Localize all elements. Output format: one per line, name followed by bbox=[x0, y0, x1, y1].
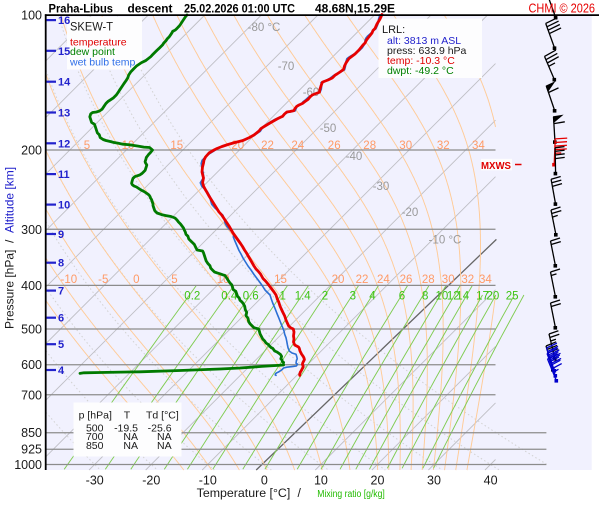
svg-text:MXWS: MXWS bbox=[481, 160, 511, 172]
svg-text:24: 24 bbox=[291, 140, 304, 152]
svg-text:25: 25 bbox=[506, 291, 519, 303]
svg-text:1.4: 1.4 bbox=[295, 291, 312, 303]
svg-text:-20: -20 bbox=[402, 207, 419, 219]
svg-text:Td [°C]: Td [°C] bbox=[146, 410, 179, 422]
svg-text:Praha-Libus: Praha-Libus bbox=[49, 2, 114, 16]
svg-text:11: 11 bbox=[58, 169, 70, 181]
svg-text:20: 20 bbox=[371, 474, 385, 488]
svg-text:-10 °C: -10 °C bbox=[429, 235, 462, 247]
svg-text:200: 200 bbox=[21, 144, 42, 158]
svg-text:26: 26 bbox=[328, 140, 341, 152]
svg-text:20: 20 bbox=[487, 291, 500, 303]
svg-text:CHMI © 2026: CHMI © 2026 bbox=[529, 2, 596, 16]
svg-text:6: 6 bbox=[58, 313, 64, 325]
svg-text:300: 300 bbox=[21, 223, 42, 237]
svg-text:5: 5 bbox=[171, 274, 177, 286]
svg-text:10: 10 bbox=[58, 200, 70, 212]
svg-text:0.6: 0.6 bbox=[243, 291, 259, 303]
svg-text:T: T bbox=[124, 410, 131, 422]
svg-text:40: 40 bbox=[484, 474, 498, 488]
svg-text:5: 5 bbox=[84, 140, 90, 152]
svg-text:-40: -40 bbox=[346, 151, 363, 163]
svg-text:48.68N,15.29E: 48.68N,15.29E bbox=[315, 2, 395, 16]
svg-text:0: 0 bbox=[133, 274, 139, 286]
svg-text:3: 3 bbox=[350, 291, 356, 303]
svg-text:34: 34 bbox=[472, 140, 485, 152]
svg-text:-30: -30 bbox=[86, 474, 104, 488]
svg-text:30: 30 bbox=[442, 274, 455, 286]
svg-text:15: 15 bbox=[58, 46, 70, 58]
svg-text:1000: 1000 bbox=[14, 458, 42, 472]
svg-text:NA: NA bbox=[157, 440, 172, 452]
svg-text:600: 600 bbox=[21, 358, 42, 372]
svg-text:-10: -10 bbox=[60, 274, 77, 286]
svg-text:16: 16 bbox=[58, 15, 70, 27]
svg-text:26: 26 bbox=[400, 274, 413, 286]
svg-text:25.02.2026 01:00 UTC: 25.02.2026 01:00 UTC bbox=[184, 2, 295, 16]
svg-text:400: 400 bbox=[21, 279, 42, 293]
svg-text:22: 22 bbox=[261, 140, 274, 152]
svg-text:850: 850 bbox=[86, 440, 104, 452]
svg-text:13: 13 bbox=[58, 108, 70, 120]
svg-text:NA: NA bbox=[123, 440, 138, 452]
svg-text:700: 700 bbox=[21, 388, 42, 402]
svg-text:850: 850 bbox=[21, 426, 42, 440]
svg-text:dwpt: -49.2 °C: dwpt: -49.2 °C bbox=[387, 65, 454, 77]
svg-text:SKEW-T: SKEW-T bbox=[70, 22, 113, 34]
svg-text:10: 10 bbox=[314, 474, 328, 488]
svg-text:Pressure [hPa] / Altitude [k: Pressure [hPa] / Altitude [km] bbox=[3, 167, 17, 329]
svg-text:wet bulb temp.: wet bulb temp. bbox=[69, 57, 138, 69]
svg-text:9: 9 bbox=[58, 229, 64, 241]
svg-text:30: 30 bbox=[399, 140, 412, 152]
svg-text:-30: -30 bbox=[373, 181, 390, 193]
svg-text:-50: -50 bbox=[320, 123, 337, 135]
svg-text:20: 20 bbox=[332, 274, 345, 286]
svg-text:4: 4 bbox=[58, 365, 65, 377]
svg-text:34: 34 bbox=[479, 274, 492, 286]
svg-text:32: 32 bbox=[461, 274, 474, 286]
svg-text:4: 4 bbox=[369, 291, 376, 303]
svg-text:2: 2 bbox=[322, 291, 328, 303]
svg-text:32: 32 bbox=[437, 140, 450, 152]
svg-text:22: 22 bbox=[356, 274, 369, 286]
svg-text:30: 30 bbox=[427, 474, 441, 488]
svg-text:14: 14 bbox=[58, 77, 71, 89]
svg-text:Mixing ratio [g/kg]: Mixing ratio [g/kg] bbox=[317, 489, 385, 500]
svg-text:1: 1 bbox=[279, 291, 285, 303]
svg-text:24: 24 bbox=[377, 274, 390, 286]
svg-text:12: 12 bbox=[58, 138, 70, 150]
svg-text:7: 7 bbox=[58, 286, 64, 298]
svg-text:28: 28 bbox=[363, 140, 376, 152]
svg-text:-5: -5 bbox=[98, 274, 108, 286]
svg-text:Temperature [°C]: Temperature [°C] bbox=[197, 486, 291, 500]
svg-text:14: 14 bbox=[456, 291, 469, 303]
svg-text:0.2: 0.2 bbox=[184, 291, 200, 303]
svg-text:8: 8 bbox=[58, 258, 64, 270]
svg-text:15: 15 bbox=[170, 140, 183, 152]
svg-text:500: 500 bbox=[21, 323, 42, 337]
svg-text:100: 100 bbox=[21, 9, 42, 23]
svg-text:p [hPa]: p [hPa] bbox=[79, 410, 112, 422]
svg-text:-20: -20 bbox=[142, 474, 160, 488]
svg-text:15: 15 bbox=[274, 274, 287, 286]
svg-text:925: 925 bbox=[21, 443, 42, 457]
svg-text:5: 5 bbox=[58, 339, 64, 351]
svg-text:28: 28 bbox=[422, 274, 435, 286]
svg-text:descent: descent bbox=[128, 2, 173, 16]
svg-text:6: 6 bbox=[399, 291, 405, 303]
svg-text:-80 °C: -80 °C bbox=[248, 22, 281, 34]
svg-text:-70: -70 bbox=[278, 61, 295, 73]
svg-text:8: 8 bbox=[422, 291, 428, 303]
